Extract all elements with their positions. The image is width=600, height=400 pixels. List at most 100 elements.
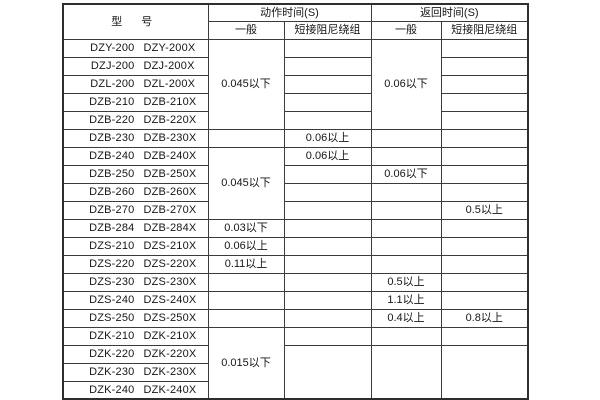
model-cell: DZK-220 DZK-220X (62, 344, 209, 364)
table-row: DZB-260 DZB-260X (62, 182, 529, 202)
action-damping-cell (283, 218, 372, 238)
action-damping-cell (283, 92, 372, 112)
action-general-cell: 0.045以下 (207, 38, 285, 130)
model-name: DZS-240 (89, 293, 135, 306)
action-damping-cell (283, 308, 372, 328)
return-damping-cell (440, 128, 529, 148)
model-name: DZL-200 (90, 77, 135, 90)
model-name: DZB-240 (89, 149, 135, 162)
action-general-cell (207, 290, 285, 310)
model-cell: DZB-220 DZB-220X (62, 110, 209, 130)
model-cell: DZS-220 DZS-220X (62, 254, 209, 274)
model-name-x: DZK-210X (143, 329, 197, 342)
return-damping-cell (440, 272, 529, 292)
model-header: 型 号 (62, 3, 209, 40)
return-general-cell (370, 218, 442, 238)
model-cell: DZS-210 DZS-210X (62, 236, 209, 256)
model-name: DZS-230 (89, 275, 135, 288)
model-cell: DZS-230 DZS-230X (62, 272, 209, 292)
return-damping-cell (440, 146, 529, 166)
action-damping-cell (283, 236, 372, 256)
model-name: DZK-210 (89, 329, 135, 342)
model-name: DZB-250 (89, 167, 135, 180)
return-damping-cell (440, 74, 529, 94)
return-general-cell (370, 236, 442, 256)
model-name: DZK-220 (89, 347, 135, 360)
model-name-x: DZL-200X (143, 77, 196, 90)
model-name-x: DZJ-200X (143, 59, 195, 72)
model-cell: DZB-240 DZB-240X (62, 146, 209, 166)
action-general-cell (207, 272, 285, 292)
action-general-subheader: 一般 (207, 20, 285, 40)
action-damping-cell: 0.06以上 (283, 128, 372, 148)
model-name-x: DZK-240X (143, 383, 197, 396)
table-row: DZK-240 DZK-240X (62, 380, 528, 400)
return-damping-cell (440, 236, 529, 256)
table-row: DZB-240 DZB-240X 0.045以下 0.06以上 (62, 146, 529, 220)
return-damping-cell (440, 218, 529, 238)
relay-timing-table: 型 号 动作时间(S) 返回时间(S) 一般 短接阻尼绕组 一般 短接阻尼绕组 … (62, 3, 530, 400)
return-damping-cell (440, 326, 529, 346)
action-general-cell: 0.045以下 (207, 146, 285, 220)
model-name: DZB-230 (89, 131, 135, 144)
model-cell: DZB-210 DZB-210X (62, 92, 209, 112)
table-row: DZS-210 DZS-210X 0.06以上 (62, 236, 529, 256)
model-name: DZS-220 (89, 257, 135, 270)
action-damping-cell (283, 200, 372, 220)
action-damping-cell (283, 74, 372, 94)
return-general-cell: 0.06以下 (370, 164, 442, 184)
model-name: DZB-260 (89, 185, 135, 198)
model-name-x: DZK-230X (143, 365, 197, 378)
model-name-x: DZS-220X (143, 257, 197, 270)
action-damping-cell (283, 290, 372, 310)
model-name: DZJ-200 (90, 59, 135, 72)
model-name: DZB-210 (89, 95, 135, 108)
action-damping-cell (283, 272, 372, 292)
table-row: DZK-220 DZK-220X (62, 344, 529, 400)
table-row: DZB-250 DZB-250X 0.06以下 (62, 164, 529, 184)
model-cell: DZK-230 DZK-230X (62, 362, 209, 382)
return-damping-cell (440, 344, 529, 400)
action-damping-cell (283, 110, 372, 130)
model-name: DZS-250 (89, 311, 135, 324)
return-damping-cell: 0.5以上 (440, 200, 529, 220)
model-name: DZY-200 (90, 41, 135, 54)
model-cell: DZS-250 DZS-250X (62, 308, 209, 328)
table-row: DZL-200 DZL-200X (62, 74, 529, 94)
model-name-x: DZY-200X (143, 41, 196, 54)
model-name-x: DZS-250X (143, 311, 197, 324)
model-name: DZB-220 (89, 113, 135, 126)
return-damping-subheader: 短接阻尼绕组 (440, 20, 529, 40)
model-name: DZK-240 (89, 383, 135, 396)
return-general-cell (370, 146, 442, 166)
return-general-subheader: 一般 (370, 20, 442, 40)
table-row: DZK-210 DZK-210X 0.015以下 (62, 326, 529, 400)
return-general-cell (370, 128, 442, 148)
table-row: DZS-240 DZS-240X 1.1以上 (62, 290, 529, 310)
model-cell: DZL-200 DZL-200X (62, 74, 209, 94)
model-name-x: DZB-250X (143, 167, 197, 180)
model-name: DZS-210 (89, 239, 135, 252)
model-cell: DZB-284 DZB-284X (62, 218, 209, 238)
model-cell: DZB-230 DZB-230X (62, 128, 209, 148)
table-row: DZS-250 DZS-250X 0.4以上 0.8以上 (62, 308, 529, 328)
action-damping-cell (283, 56, 372, 76)
return-damping-cell: 0.8以上 (440, 308, 529, 328)
model-cell: DZS-240 DZS-240X (62, 290, 209, 310)
return-general-cell (370, 200, 442, 220)
action-damping-cell: 0.06以上 (283, 146, 372, 166)
model-name-x: DZS-230X (143, 275, 197, 288)
return-general-cell (370, 182, 442, 202)
table-row: DZB-220 DZB-220X (62, 110, 529, 130)
model-cell: DZJ-200 DZJ-200X (62, 56, 209, 76)
model-name-x: DZB-210X (143, 95, 197, 108)
return-general-cell: 0.06以下 (370, 38, 442, 130)
action-damping-subheader: 短接阻尼绕组 (283, 20, 372, 40)
return-damping-cell (440, 38, 529, 58)
spec-table-container: 型 号 动作时间(S) 返回时间(S) 一般 短接阻尼绕组 一般 短接阻尼绕组 … (62, 3, 530, 400)
action-general-cell (207, 308, 285, 328)
action-damping-cell (283, 344, 372, 400)
model-name-x: DZB-240X (143, 149, 197, 162)
action-damping-cell (283, 254, 372, 274)
model-name: DZB-270 (89, 203, 135, 216)
